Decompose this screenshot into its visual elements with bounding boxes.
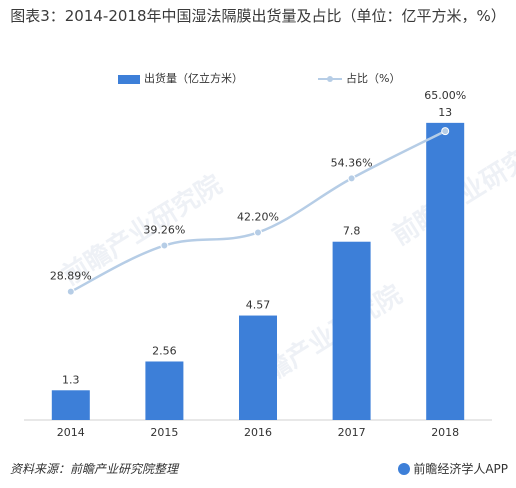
- x-tick-label: 2014: [57, 426, 85, 439]
- share-value-label: 28.89%: [50, 270, 92, 283]
- bar-value-label: 4.57: [246, 299, 271, 312]
- share-point: [347, 174, 356, 183]
- legend-line-label: 占比（%）: [346, 72, 401, 85]
- legend-bar-swatch: [118, 74, 140, 84]
- share-point: [254, 228, 262, 237]
- share-value-label: 42.20%: [237, 210, 279, 223]
- legend-bar-label: 出货量（亿立方米）: [144, 72, 243, 85]
- bar: [239, 315, 277, 420]
- share-value-label: 54.36%: [331, 156, 373, 169]
- chart-title: 图表3：2014-2018年中国湿法隔膜出货量及占比（单位：亿平方米，%）: [10, 7, 506, 25]
- bar: [426, 122, 465, 420]
- bar-value-label: 13: [438, 106, 452, 119]
- share-value-label: 65.00%: [424, 89, 466, 102]
- legend-line-item: 占比（%）: [318, 70, 400, 86]
- x-tick-label: 2018: [431, 426, 459, 439]
- x-tick-label: 2017: [338, 426, 366, 439]
- share-value-label: 39.26%: [143, 224, 185, 237]
- bar: [332, 241, 371, 420]
- bar: [145, 361, 184, 420]
- bar-value-label: 7.8: [343, 225, 361, 238]
- share-point: [66, 287, 75, 296]
- brand-logo-icon: [398, 463, 411, 475]
- brand-text: 前瞻经济学人APP: [413, 462, 508, 476]
- source-note: 资料来源：前瞻产业研究院整理: [10, 462, 179, 476]
- share-point: [160, 241, 169, 250]
- bar: [51, 390, 90, 420]
- legend-bar-item: 出货量（亿立方米）: [118, 70, 243, 86]
- legend-line-swatch: [318, 74, 342, 84]
- x-tick-label: 2016: [244, 426, 272, 439]
- legend: 出货量（亿立方米） 占比（%）: [0, 70, 516, 90]
- bar-value-label: 1.3: [62, 373, 80, 386]
- share-point: [441, 127, 450, 136]
- bar-value-label: 2.56: [152, 344, 177, 357]
- x-tick-label: 2015: [150, 426, 178, 439]
- brand-label: 前瞻经济学人APP: [398, 460, 508, 477]
